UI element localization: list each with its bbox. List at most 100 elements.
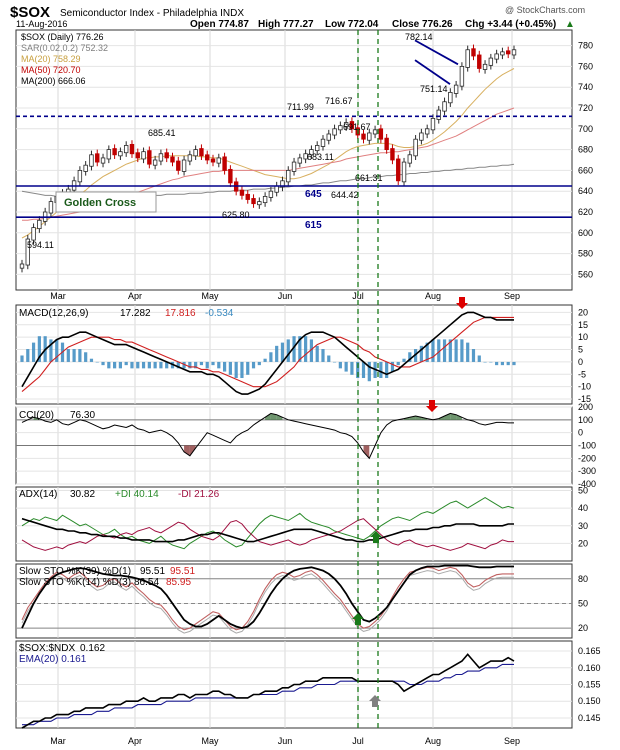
candle-body bbox=[228, 168, 233, 184]
macd-histogram-bar bbox=[315, 345, 319, 362]
macd-histogram-bar bbox=[124, 361, 128, 366]
y-tick-label: 580 bbox=[578, 249, 593, 259]
macd-histogram-bar bbox=[182, 361, 186, 369]
candle-body bbox=[170, 156, 175, 163]
candle-body bbox=[297, 157, 303, 164]
support-label-645: 645 bbox=[305, 189, 322, 200]
symbol-title: $SOX bbox=[10, 4, 50, 21]
candle-body bbox=[291, 161, 297, 172]
y-tick-label: 0 bbox=[578, 357, 583, 367]
candle-body bbox=[332, 128, 337, 136]
cci-fill-positive bbox=[456, 414, 462, 420]
candle-body bbox=[401, 161, 407, 183]
macd-histogram-bar bbox=[78, 349, 82, 362]
macd-histogram-bar bbox=[176, 361, 180, 369]
price-legend-item: MA(50) 720.70 bbox=[21, 65, 81, 75]
macd-signal-line bbox=[21, 316, 514, 393]
candle-body bbox=[164, 152, 169, 159]
adx-line bbox=[21, 517, 514, 543]
macd-histogram-bar bbox=[222, 361, 227, 372]
ratio-ema-legend: EMA(20) 0.161 bbox=[19, 654, 87, 665]
panel-frame-3 bbox=[15, 486, 573, 562]
candle-body bbox=[251, 198, 256, 205]
y-tick-label: 50 bbox=[578, 486, 588, 496]
y-tick-label: 780 bbox=[578, 41, 593, 51]
sto14-d-line bbox=[21, 570, 514, 634]
golden-cross-label: Golden Cross bbox=[64, 197, 136, 209]
candle-body bbox=[77, 169, 83, 183]
sto39-line bbox=[21, 564, 514, 630]
candle-body bbox=[31, 227, 36, 241]
candle-body bbox=[338, 125, 343, 131]
cci-line bbox=[21, 412, 514, 460]
candle-body bbox=[216, 157, 221, 164]
macd-histogram-bar bbox=[437, 339, 441, 362]
cci-fill-positive bbox=[276, 414, 283, 420]
candle-body bbox=[413, 138, 418, 157]
candle-body bbox=[205, 154, 210, 161]
y-tick-label: 0.160 bbox=[578, 663, 601, 673]
price-annotation-label: 782.14 bbox=[405, 32, 433, 42]
y-tick-label: -5 bbox=[578, 369, 586, 379]
index-name: Semiconductor Index - Philadelphia INDX bbox=[60, 8, 244, 19]
macd-histogram-bar bbox=[356, 361, 360, 379]
macd-histogram-bar bbox=[454, 339, 458, 362]
macd-histogram-bar bbox=[489, 361, 493, 363]
macd-histogram-bar bbox=[275, 345, 279, 362]
macd-histogram-bar bbox=[113, 361, 117, 369]
macd-histogram-bar bbox=[72, 349, 76, 362]
macd-histogram-bar bbox=[153, 361, 157, 369]
y-tick-label: 20 bbox=[578, 623, 588, 633]
candle-body bbox=[477, 54, 482, 69]
macd-histogram-bar bbox=[101, 361, 105, 366]
macd-histogram-bar bbox=[165, 361, 169, 369]
candle-body bbox=[430, 118, 436, 131]
candle-body bbox=[280, 180, 285, 188]
macd-histogram-bar bbox=[147, 361, 151, 369]
candle-body bbox=[100, 157, 106, 164]
y-tick-label: 15 bbox=[578, 320, 588, 330]
sto2-legend-v1: 86.54 bbox=[134, 577, 159, 588]
macd-histogram-bar bbox=[263, 358, 267, 362]
price-annotation-label: 716.67 bbox=[325, 96, 353, 106]
macd-histogram-bar bbox=[159, 361, 163, 369]
candle-body bbox=[500, 51, 505, 56]
y-tick-label: -10 bbox=[578, 382, 591, 392]
ratio-legend-label: $SOX:$NDX bbox=[19, 643, 75, 654]
y-tick-label: 0.150 bbox=[578, 696, 601, 706]
plus-di-line bbox=[21, 497, 515, 550]
macd-legend-v3: -0.534 bbox=[205, 308, 234, 319]
y-tick-label: 680 bbox=[578, 145, 593, 155]
candle-body bbox=[442, 101, 447, 112]
price-annotation-label: 691.67 bbox=[343, 122, 371, 132]
candle-body bbox=[349, 121, 355, 130]
candle-body bbox=[222, 156, 227, 171]
y-tick-label: 0 bbox=[578, 428, 583, 438]
macd-histogram-bar bbox=[495, 361, 499, 366]
price-legend-item: $SOX (Daily) 776.26 bbox=[21, 32, 104, 42]
month-label-bottom-jul: Jul bbox=[352, 736, 364, 746]
macd-line bbox=[21, 311, 514, 395]
header-date: 11-Aug-2016 bbox=[16, 19, 67, 29]
macd-histogram-bar bbox=[89, 358, 94, 362]
y-tick-label: 0.145 bbox=[578, 713, 601, 723]
price-legend-item: MA(200) 666.06 bbox=[21, 76, 86, 86]
macd-histogram-bar bbox=[228, 361, 232, 375]
cci-fill-positive bbox=[270, 413, 277, 420]
price-annotation-label: 683.11 bbox=[307, 152, 334, 162]
candle-body bbox=[112, 148, 117, 156]
macd-histogram-bar bbox=[234, 361, 238, 379]
macd-histogram-bar bbox=[396, 361, 400, 366]
header-close: Close 776.26 bbox=[392, 19, 453, 30]
y-tick-label: 660 bbox=[578, 165, 593, 175]
macd-histogram-bar bbox=[483, 361, 487, 363]
candle-body bbox=[257, 201, 262, 206]
panel-frame-4 bbox=[15, 563, 573, 639]
adx-buy-arrow bbox=[370, 531, 382, 543]
macd-sell-arrow bbox=[456, 297, 468, 309]
y-tick-label: 560 bbox=[578, 269, 593, 279]
candle-body bbox=[48, 201, 54, 214]
y-tick-label: 640 bbox=[578, 186, 593, 196]
cci-fill-negative bbox=[184, 445, 190, 456]
macd-histogram-bar bbox=[419, 345, 423, 362]
